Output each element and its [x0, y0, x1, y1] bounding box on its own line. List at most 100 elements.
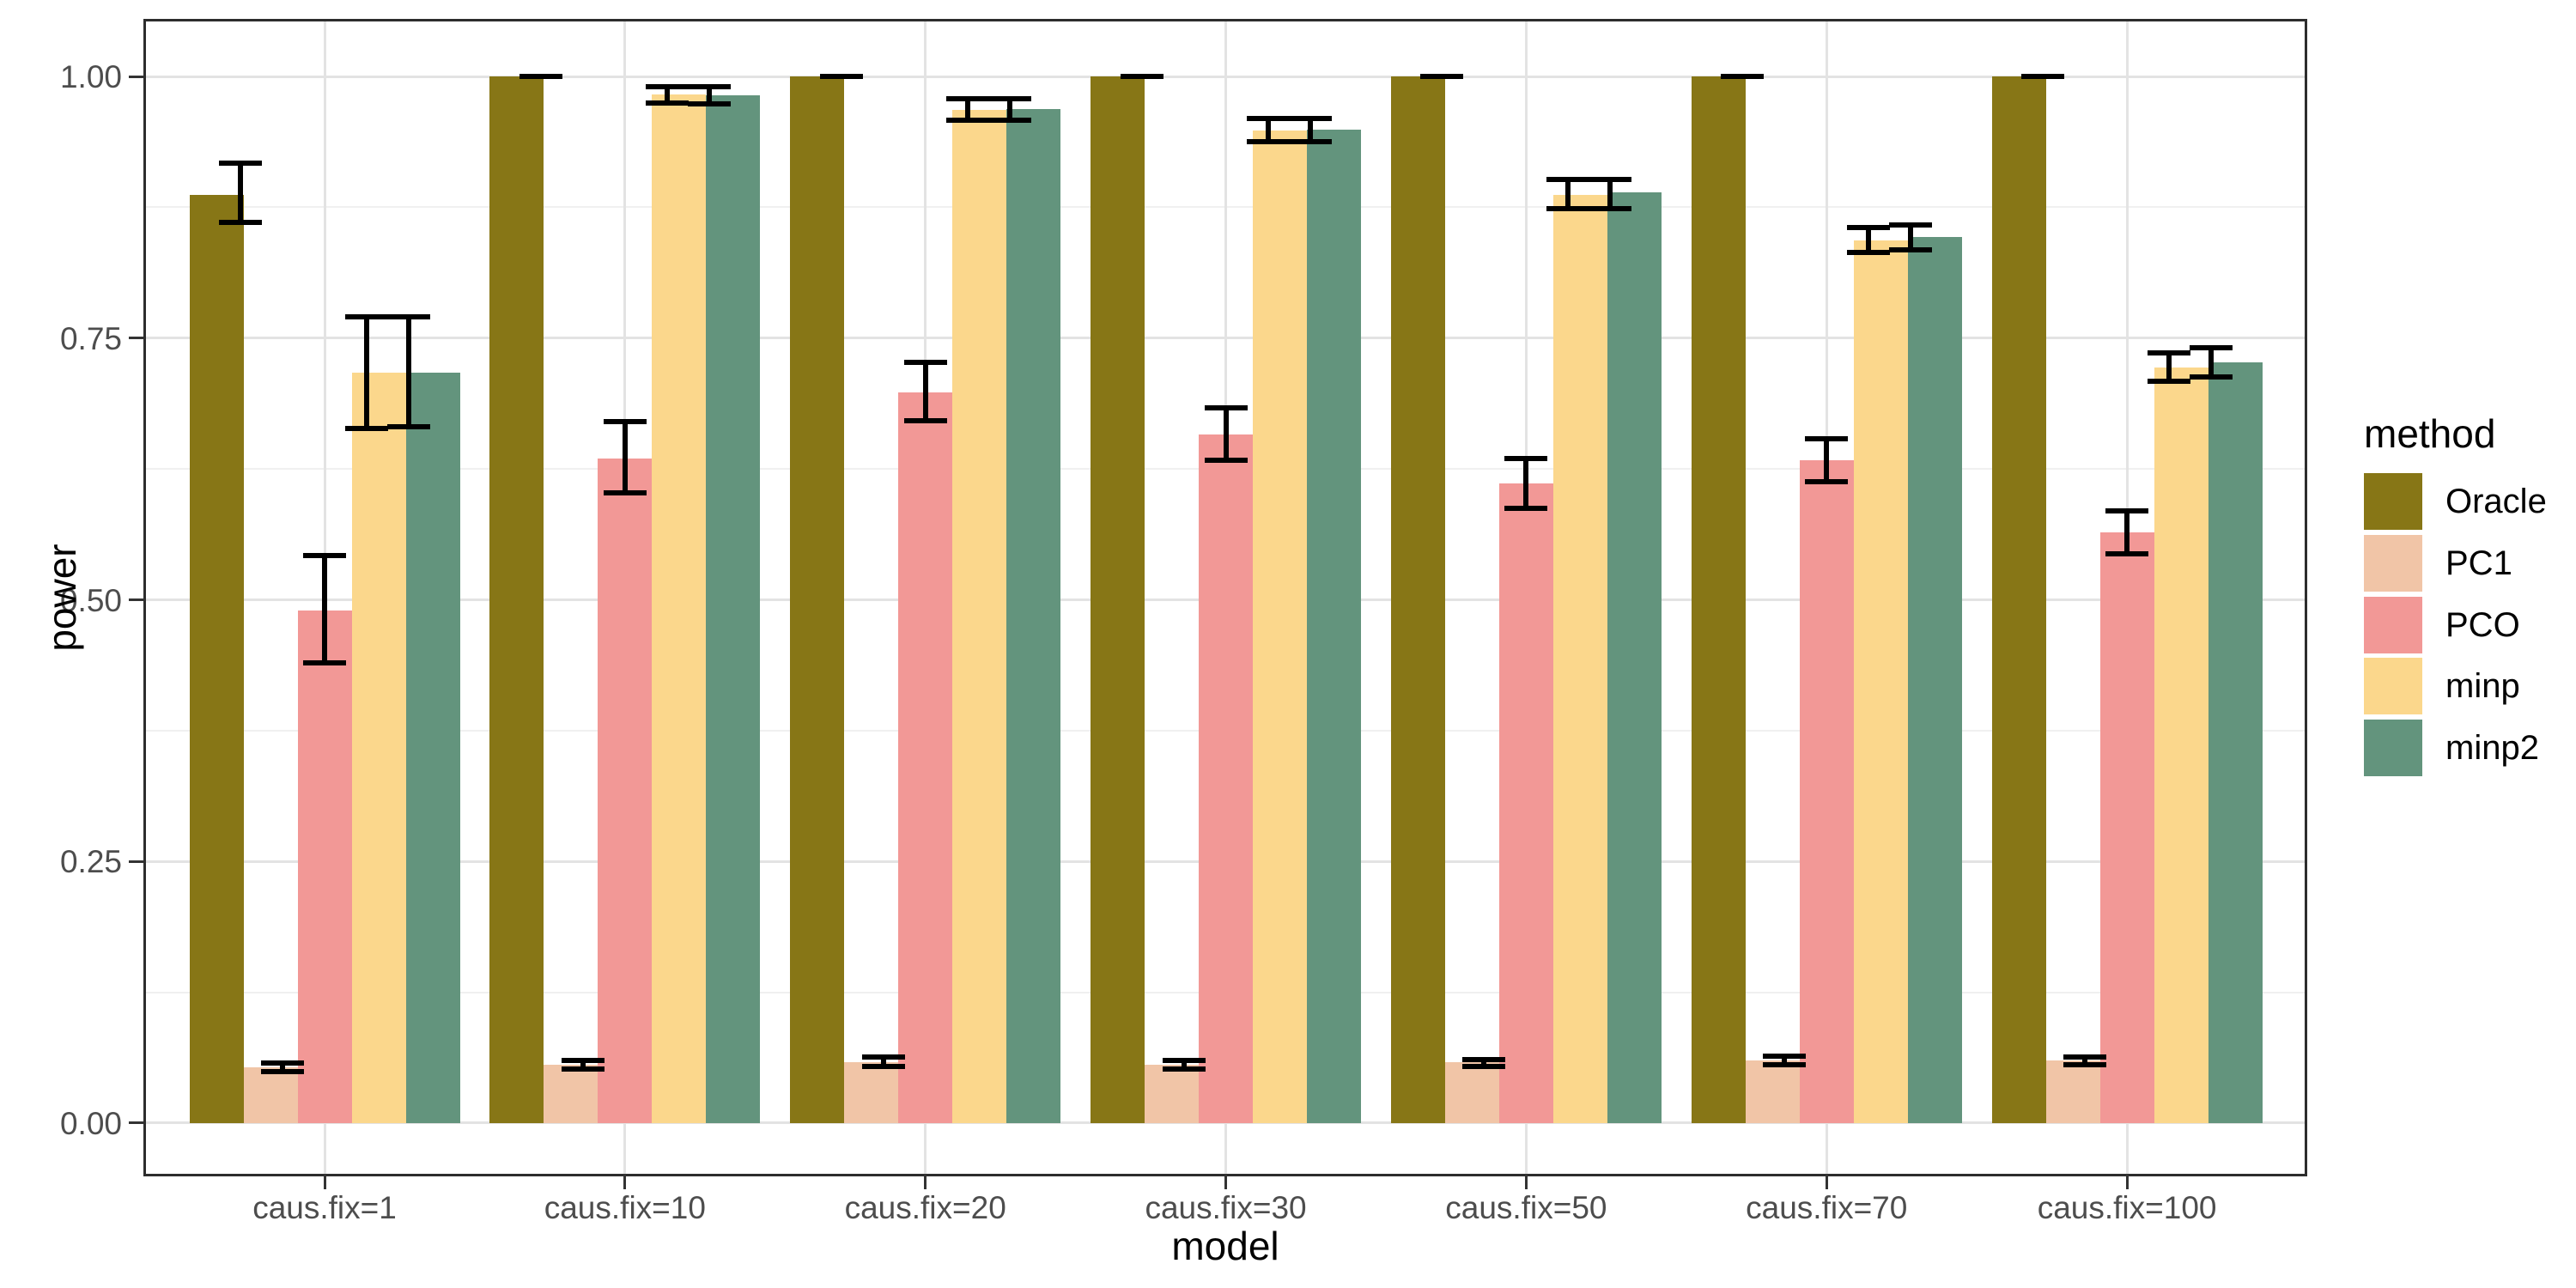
errorbar-PC1-caus.fix=30-cap-top	[1162, 1057, 1206, 1063]
errorbar-PC1-caus.fix=1-cap-bottom	[261, 1069, 304, 1075]
errorbar-minp-caus.fix=10-stem	[664, 87, 670, 103]
x-tick-label: caus.fix=30	[1145, 1190, 1307, 1225]
y-tick-mark	[129, 860, 144, 863]
errorbar-minp2-caus.fix=70-cap-bottom	[1889, 247, 1933, 253]
x-tick-mark	[323, 1174, 326, 1189]
errorbar-PCO-caus.fix=20-cap-top	[903, 359, 947, 365]
y-tick-mark	[129, 598, 144, 601]
errorbar-PCO-caus.fix=30-cap-bottom	[1204, 458, 1248, 464]
errorbar-Oracle-caus.fix=70-cap-bottom	[1721, 74, 1765, 80]
errorbar-PCO-caus.fix=50-stem	[1523, 458, 1529, 509]
errorbar-minp2-caus.fix=20-stem	[1006, 98, 1012, 121]
errorbar-minp-caus.fix=50-stem	[1565, 179, 1571, 209]
bar-PCO-caus.fix=20	[898, 392, 953, 1123]
errorbar-PC1-caus.fix=20-cap-top	[861, 1054, 905, 1060]
x-tick-label: caus.fix=20	[844, 1190, 1006, 1225]
errorbar-minp2-caus.fix=1-cap-bottom	[387, 424, 430, 430]
legend-label-minp2: minp2	[2445, 729, 2539, 767]
errorbar-Oracle-caus.fix=30-cap-bottom	[1120, 74, 1163, 80]
x-tick-label: caus.fix=50	[1445, 1190, 1607, 1225]
errorbar-PCO-caus.fix=70-cap-bottom	[1805, 478, 1849, 484]
errorbar-PC1-caus.fix=30-cap-bottom	[1162, 1066, 1206, 1072]
errorbar-minp2-caus.fix=30-stem	[1307, 118, 1313, 142]
errorbar-minp-caus.fix=100-cap-top	[2148, 349, 2191, 355]
errorbar-minp2-caus.fix=100-stem	[2208, 347, 2215, 377]
errorbar-PCO-caus.fix=1-stem	[322, 556, 327, 663]
errorbar-minp2-caus.fix=10-cap-bottom	[687, 100, 731, 106]
errorbar-PC1-caus.fix=50-stem	[1481, 1059, 1487, 1067]
errorbar-minp-caus.fix=50-cap-bottom	[1546, 205, 1590, 211]
errorbar-PC1-caus.fix=1-stem	[280, 1063, 285, 1072]
errorbar-minp-caus.fix=70-cap-top	[1847, 224, 1891, 230]
errorbar-minp-caus.fix=20-cap-top	[945, 95, 989, 101]
errorbar-PC1-caus.fix=10-stem	[580, 1060, 586, 1069]
y-tick-mark	[129, 1121, 144, 1125]
errorbar-PCO-caus.fix=10-stem	[622, 422, 628, 494]
y-tick-label: 0.50	[59, 582, 122, 618]
bar-minp-caus.fix=10	[652, 94, 707, 1123]
bar-minp2-caus.fix=20	[1006, 108, 1061, 1123]
errorbar-minp2-caus.fix=100-cap-bottom	[2190, 374, 2233, 380]
errorbar-minp2-caus.fix=1-cap-top	[387, 314, 430, 320]
y-tick-label: 0.25	[59, 844, 122, 880]
errorbar-PCO-caus.fix=1-cap-bottom	[303, 659, 346, 665]
errorbar-Oracle-caus.fix=1-cap-top	[219, 161, 262, 167]
errorbar-Oracle-caus.fix=20-cap-bottom	[819, 74, 863, 80]
bar-PC1-caus.fix=10	[544, 1064, 598, 1123]
errorbar-PC1-caus.fix=10-cap-bottom	[561, 1066, 605, 1072]
errorbar-minp-caus.fix=30-stem	[1265, 118, 1271, 142]
errorbar-minp2-caus.fix=10-stem	[706, 87, 712, 104]
errorbar-PCO-caus.fix=50-cap-bottom	[1504, 506, 1548, 512]
legend-label-PC1: PC1	[2445, 544, 2512, 582]
errorbar-PC1-caus.fix=10-cap-top	[561, 1057, 605, 1063]
errorbar-Oracle-caus.fix=1-stem	[238, 163, 243, 222]
errorbar-PC1-caus.fix=70-cap-top	[1763, 1053, 1807, 1059]
errorbar-minp-caus.fix=100-cap-bottom	[2148, 378, 2191, 384]
errorbar-PC1-caus.fix=50-cap-top	[1462, 1056, 1506, 1062]
bar-minp2-caus.fix=30	[1307, 130, 1362, 1123]
errorbar-PCO-caus.fix=10-cap-top	[603, 419, 647, 425]
legend-key-minp2	[2364, 720, 2422, 776]
errorbar-Oracle-caus.fix=50-cap-bottom	[1420, 74, 1464, 80]
legend-label-minp: minp	[2445, 667, 2520, 705]
errorbar-PC1-caus.fix=1-cap-top	[261, 1060, 304, 1066]
errorbar-minp2-caus.fix=10-cap-top	[687, 84, 731, 90]
bar-PC1-caus.fix=1	[243, 1067, 298, 1123]
errorbar-Oracle-caus.fix=10-cap-bottom	[519, 74, 562, 80]
legend-label-PCO: PCO	[2445, 606, 2520, 644]
bar-minp-caus.fix=20	[952, 110, 1007, 1123]
bar-minp2-caus.fix=10	[706, 95, 761, 1123]
errorbar-PC1-caus.fix=20-stem	[880, 1057, 886, 1067]
legend-key-PCO	[2364, 597, 2422, 653]
y-tick-label: 0.75	[59, 320, 122, 356]
errorbar-PCO-caus.fix=20-stem	[922, 361, 928, 422]
errorbar-minp-caus.fix=20-cap-bottom	[945, 118, 989, 124]
x-tick-mark	[623, 1174, 627, 1189]
bar-PCO-caus.fix=50	[1498, 483, 1553, 1123]
errorbar-PC1-caus.fix=100-cap-top	[2063, 1054, 2107, 1060]
errorbar-minp-caus.fix=50-cap-top	[1546, 176, 1590, 182]
errorbar-minp-caus.fix=70-cap-bottom	[1847, 249, 1891, 255]
errorbar-minp2-caus.fix=30-cap-bottom	[1288, 138, 1332, 144]
y-tick-mark	[129, 337, 144, 340]
bar-PCO-caus.fix=30	[1199, 434, 1254, 1123]
errorbar-minp2-caus.fix=50-cap-bottom	[1589, 205, 1632, 211]
bar-minp-caus.fix=70	[1853, 240, 1908, 1123]
errorbar-PC1-caus.fix=70-stem	[1782, 1055, 1788, 1065]
y-axis-title: power	[39, 544, 84, 652]
x-tick-label: caus.fix=1	[252, 1190, 397, 1225]
y-tick-label: 1.00	[59, 59, 122, 95]
bar-minp2-caus.fix=50	[1607, 192, 1662, 1123]
errorbar-minp2-caus.fix=20-cap-bottom	[987, 118, 1031, 124]
errorbar-PCO-caus.fix=20-cap-bottom	[903, 418, 947, 424]
bar-PCO-caus.fix=70	[1799, 460, 1854, 1123]
bar-Oracle-caus.fix=10	[489, 76, 544, 1123]
legend-key-Oracle	[2364, 473, 2422, 530]
errorbar-Oracle-caus.fix=1-cap-bottom	[219, 219, 262, 225]
bar-PCO-caus.fix=1	[297, 610, 352, 1123]
errorbar-minp-caus.fix=10-cap-top	[645, 84, 689, 90]
legend-label-Oracle: Oracle	[2445, 483, 2547, 520]
errorbar-PC1-caus.fix=100-cap-bottom	[2063, 1061, 2107, 1067]
bar-minp-caus.fix=1	[351, 373, 406, 1123]
errorbar-PCO-caus.fix=100-cap-top	[2105, 507, 2149, 513]
